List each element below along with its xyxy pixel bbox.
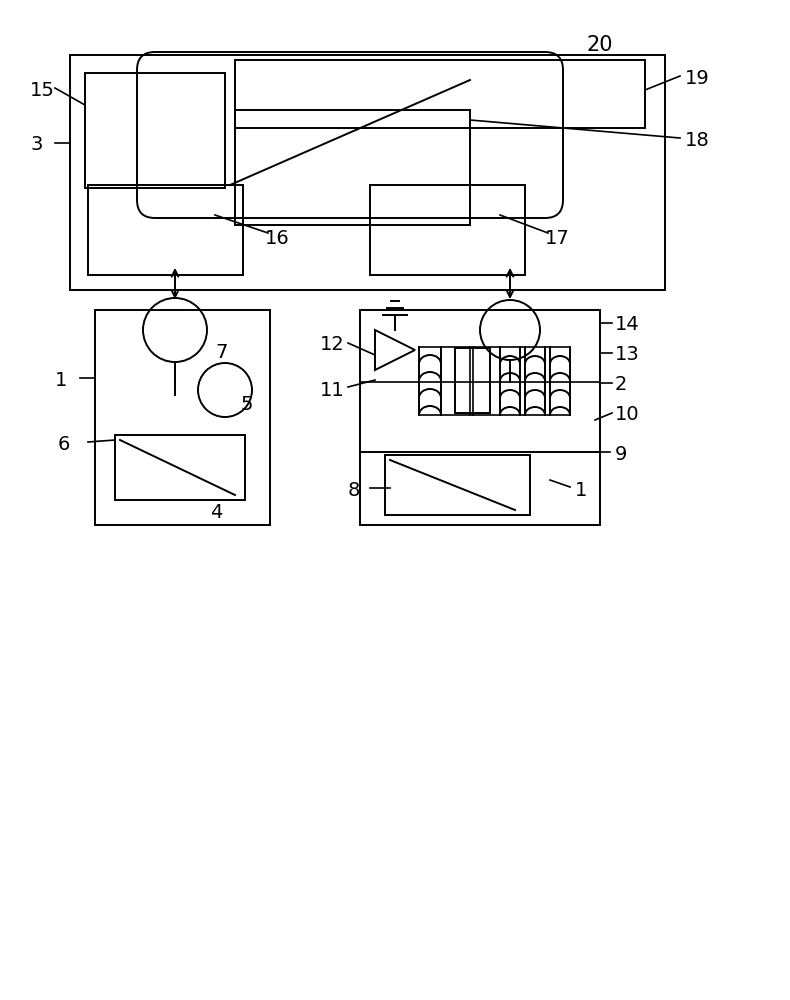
Bar <box>360 310 600 525</box>
Bar <box>385 455 530 515</box>
Text: 9: 9 <box>615 446 627 464</box>
Text: 13: 13 <box>615 346 640 364</box>
Bar <box>115 435 245 500</box>
Text: 12: 12 <box>320 336 344 355</box>
Text: 4: 4 <box>210 502 222 522</box>
Text: 16: 16 <box>265 229 290 247</box>
Text: 1: 1 <box>575 481 588 499</box>
Bar <box>370 185 525 275</box>
Text: 1: 1 <box>55 370 67 389</box>
Bar <box>85 73 225 188</box>
Bar <box>455 348 490 413</box>
Text: 18: 18 <box>685 130 709 149</box>
Text: 19: 19 <box>685 68 709 88</box>
Text: 3: 3 <box>30 135 43 154</box>
Bar <box>235 60 645 128</box>
Bar <box>95 310 270 525</box>
Bar <box>88 185 243 275</box>
Text: 8: 8 <box>348 481 360 499</box>
Text: 5: 5 <box>240 395 253 414</box>
Text: 20: 20 <box>587 35 613 55</box>
Text: 17: 17 <box>545 229 570 247</box>
Text: 14: 14 <box>615 316 640 334</box>
Text: 15: 15 <box>30 81 55 100</box>
Text: 7: 7 <box>215 342 228 361</box>
Bar <box>235 110 470 225</box>
Text: 6: 6 <box>58 436 70 454</box>
Bar <box>70 55 665 290</box>
Text: 2: 2 <box>615 375 627 394</box>
Text: 11: 11 <box>320 380 344 399</box>
Text: 10: 10 <box>615 406 640 424</box>
